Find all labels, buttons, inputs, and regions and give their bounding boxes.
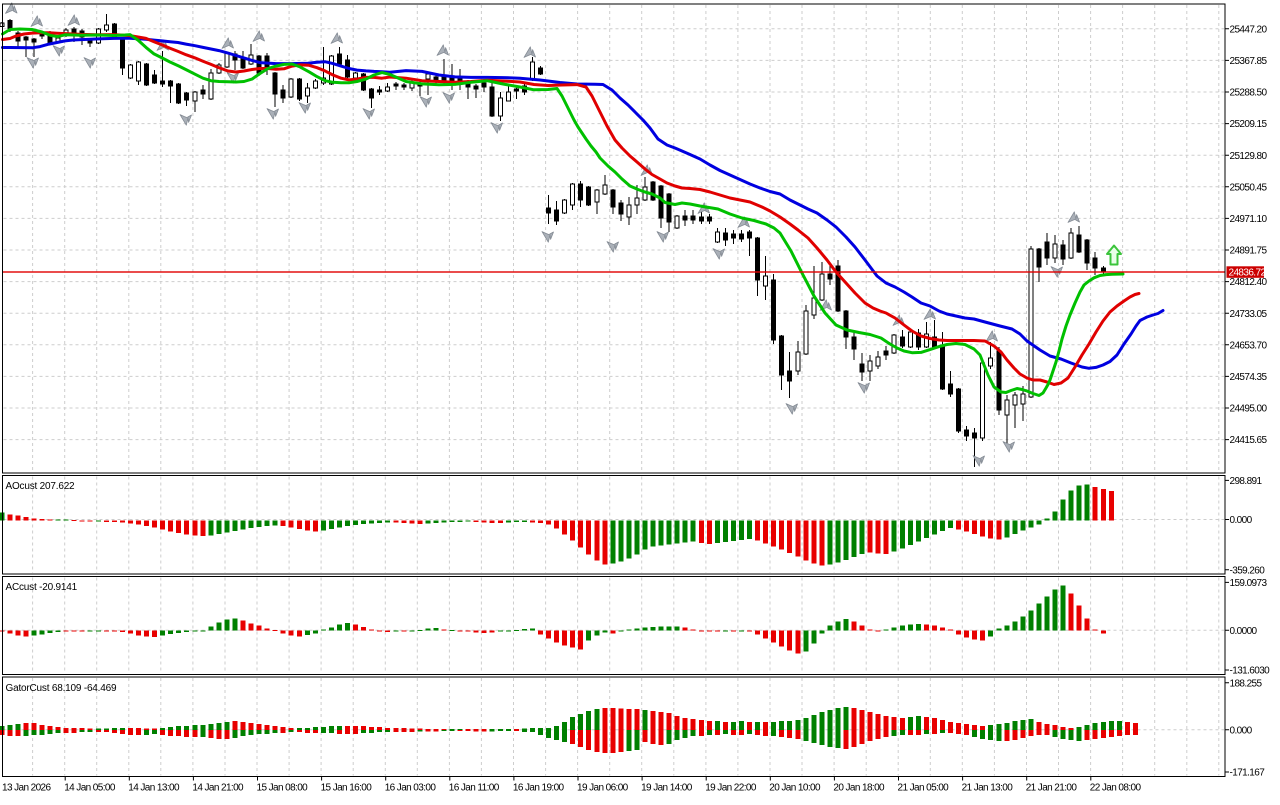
svg-text:22 Jan 08:00: 22 Jan 08:00: [1090, 783, 1142, 794]
svg-text:-171.167: -171.167: [1230, 768, 1266, 779]
svg-text:21 Jan 13:00: 21 Jan 13:00: [962, 783, 1014, 794]
svg-text:13 Jan 2026: 13 Jan 2026: [2, 783, 51, 794]
svg-text:20 Jan 18:00: 20 Jan 18:00: [833, 783, 885, 794]
svg-text:20 Jan 10:00: 20 Jan 10:00: [769, 783, 821, 794]
svg-text:15 Jan 16:00: 15 Jan 16:00: [321, 783, 373, 794]
svg-text:14 Jan 13:00: 14 Jan 13:00: [128, 783, 180, 794]
svg-text:19 Jan 22:00: 19 Jan 22:00: [705, 783, 757, 794]
svg-text:24836.72: 24836.72: [1229, 268, 1267, 279]
svg-text:24812.40: 24812.40: [1230, 277, 1268, 288]
svg-text:24653.70: 24653.70: [1230, 340, 1268, 351]
svg-text:24415.65: 24415.65: [1230, 435, 1268, 446]
svg-text:-359.260: -359.260: [1230, 565, 1266, 576]
svg-text:0.000: 0.000: [1230, 725, 1253, 736]
svg-text:25367.85: 25367.85: [1230, 56, 1268, 67]
svg-text:GatorCust 68.109 -64.469: GatorCust 68.109 -64.469: [6, 683, 117, 694]
svg-text:25129.80: 25129.80: [1230, 151, 1268, 162]
svg-text:298.891: 298.891: [1230, 476, 1263, 487]
svg-text:25447.20: 25447.20: [1230, 24, 1268, 35]
svg-text:0.000: 0.000: [1230, 515, 1253, 526]
svg-text:25050.45: 25050.45: [1230, 182, 1268, 193]
svg-text:16 Jan 03:00: 16 Jan 03:00: [385, 783, 437, 794]
svg-text:188.255: 188.255: [1230, 678, 1263, 689]
svg-text:159.0973: 159.0973: [1230, 578, 1268, 589]
svg-text:14 Jan 21:00: 14 Jan 21:00: [192, 783, 244, 794]
svg-text:24891.75: 24891.75: [1230, 246, 1268, 257]
svg-text:16 Jan 19:00: 16 Jan 19:00: [513, 783, 565, 794]
svg-text:25209.15: 25209.15: [1230, 119, 1268, 130]
svg-text:21 Jan 05:00: 21 Jan 05:00: [898, 783, 950, 794]
svg-text:19 Jan 14:00: 19 Jan 14:00: [641, 783, 693, 794]
svg-text:14 Jan 05:00: 14 Jan 05:00: [64, 783, 116, 794]
svg-text:24495.00: 24495.00: [1230, 404, 1268, 415]
svg-text:25288.50: 25288.50: [1230, 88, 1268, 99]
svg-text:16 Jan 11:00: 16 Jan 11:00: [449, 783, 500, 794]
svg-text:21 Jan 21:00: 21 Jan 21:00: [1026, 783, 1078, 794]
svg-text:15 Jan 08:00: 15 Jan 08:00: [257, 783, 309, 794]
svg-text:24574.35: 24574.35: [1230, 372, 1268, 383]
svg-text:0.0000: 0.0000: [1230, 626, 1258, 637]
svg-text:24971.10: 24971.10: [1230, 214, 1268, 225]
svg-text:AOcust 207.622: AOcust 207.622: [6, 481, 76, 492]
svg-text:-131.6030: -131.6030: [1230, 666, 1271, 677]
svg-text:24733.05: 24733.05: [1230, 309, 1268, 320]
svg-text:19 Jan 06:00: 19 Jan 06:00: [577, 783, 629, 794]
svg-text:ACcust -20.9141: ACcust -20.9141: [6, 582, 78, 593]
